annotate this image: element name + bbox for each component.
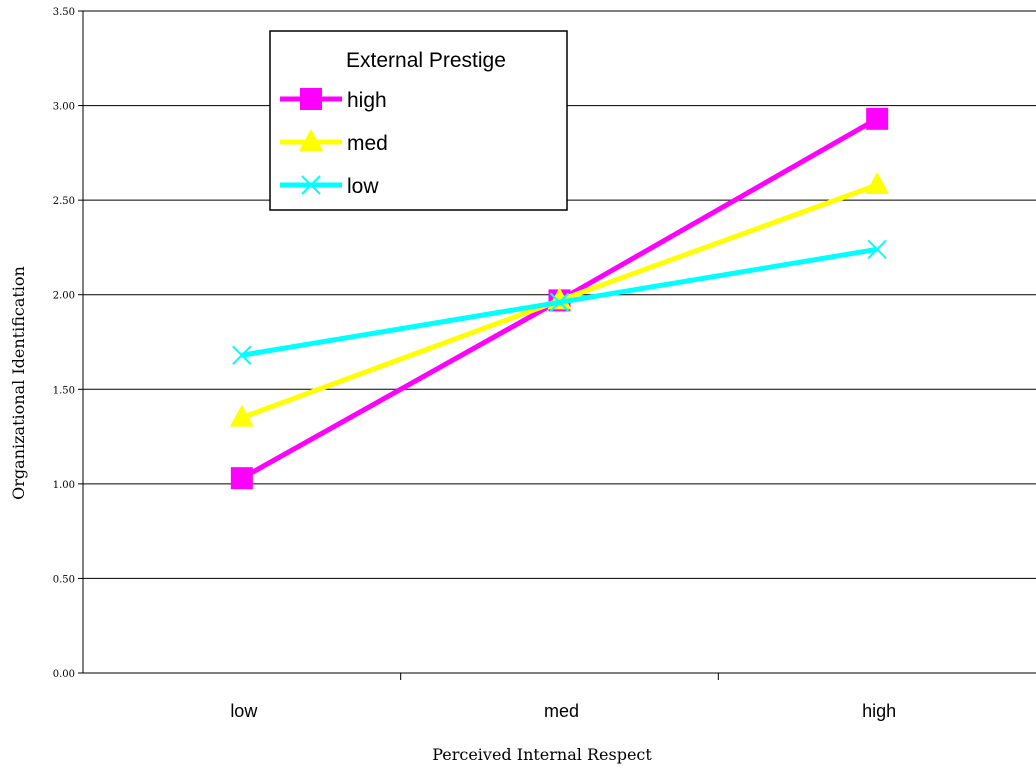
legend-item-high: high <box>280 88 387 112</box>
legend: External Prestige high med low <box>269 30 568 211</box>
data-point-high <box>230 467 253 490</box>
y-tick-label: 1.50 <box>53 385 75 396</box>
data-point-low <box>549 292 570 312</box>
data-point-med <box>865 172 890 195</box>
y-tick-label: 1.00 <box>53 480 75 491</box>
legend-marker <box>300 88 322 110</box>
data-point-high <box>866 107 889 130</box>
data-point-low <box>232 345 252 365</box>
x-tick-label: high <box>862 701 896 721</box>
legend-item-low: low <box>280 175 379 198</box>
y-axis-label: Organizational Identification <box>9 266 28 500</box>
axes <box>82 11 1036 680</box>
legend-title: External Prestige <box>346 49 506 72</box>
y-tick-labels: 0.00 0.50 1.00 1.50 2.00 2.50 3.00 3.50 <box>53 7 75 680</box>
legend-marker <box>301 175 321 195</box>
legend-label: low <box>347 175 379 198</box>
y-tick-label: 2.00 <box>53 291 75 302</box>
legend-item-med: med <box>280 129 388 155</box>
series-group <box>229 107 890 490</box>
legend-label: med <box>347 132 388 155</box>
legend-marker <box>299 129 323 151</box>
legend-box <box>269 30 568 211</box>
legend-label: high <box>347 89 387 112</box>
x-tick-labels: low med high <box>230 701 896 721</box>
x-tick-label: med <box>544 701 579 721</box>
data-point-low <box>867 239 887 260</box>
series-low <box>232 239 887 365</box>
y-tick-label: 0.00 <box>53 669 75 680</box>
y-tick-label: 2.50 <box>53 196 75 207</box>
x-tick-label: low <box>230 701 258 721</box>
y-tick-label: 3.00 <box>53 102 75 113</box>
x-axis-label: Perceived Internal Respect <box>432 745 652 764</box>
y-tick-label: 0.50 <box>53 574 75 585</box>
y-tick-label: 3.50 <box>53 7 75 18</box>
data-point-med <box>229 404 254 427</box>
